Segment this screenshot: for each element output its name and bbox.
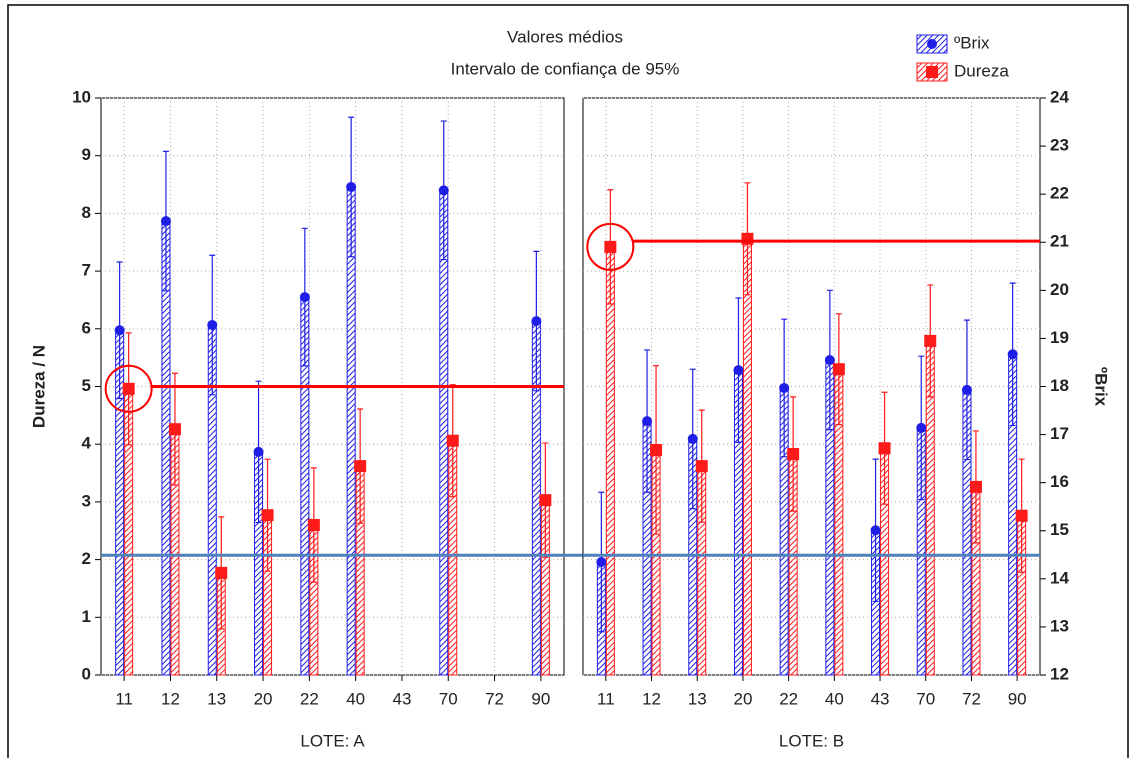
y2-tick-label: 18 xyxy=(1050,376,1069,395)
y2-tick-label: 19 xyxy=(1050,328,1069,347)
x-tick-label: 12 xyxy=(161,689,180,708)
x-tick-label: 43 xyxy=(871,689,890,708)
x-tick-label: 11 xyxy=(597,689,615,708)
point-marker xyxy=(354,460,367,473)
x-tick-label: 13 xyxy=(688,689,707,708)
x-tick-label: 90 xyxy=(531,689,550,708)
y2-tick-label: 22 xyxy=(1050,184,1069,203)
y2-tick-label: 14 xyxy=(1050,568,1069,587)
point-marker xyxy=(787,448,800,461)
y2-tick-label: 17 xyxy=(1050,424,1069,443)
point-marker xyxy=(779,382,790,393)
x-tick-label: 43 xyxy=(392,689,411,708)
point-marker xyxy=(539,494,552,507)
y2-tick-label: 21 xyxy=(1050,232,1069,251)
point-marker xyxy=(596,557,607,568)
legend-label: Dureza xyxy=(954,61,1009,80)
y2-tick-label: 16 xyxy=(1050,472,1069,491)
y-axis-label: Dureza / N xyxy=(29,345,48,428)
point-marker xyxy=(916,422,927,433)
chart-title: Valores médios xyxy=(507,27,623,46)
x-tick-label: 13 xyxy=(207,689,226,708)
bar xyxy=(346,186,356,676)
bar xyxy=(742,238,752,676)
x-tick-label: 40 xyxy=(346,689,365,708)
chart-subtitle: Intervalo de confiança de 95% xyxy=(451,59,680,78)
x-tick-label: 22 xyxy=(779,689,798,708)
point-marker xyxy=(969,480,982,493)
y-tick-label: 1 xyxy=(82,607,91,626)
point-marker xyxy=(114,325,125,336)
legend-label: ºBrix xyxy=(954,33,990,52)
x-tick-label: 70 xyxy=(439,689,458,708)
highlight-circle xyxy=(104,364,153,413)
point-marker xyxy=(1007,349,1018,360)
y-tick-label: 2 xyxy=(82,549,91,568)
point-marker xyxy=(687,433,698,444)
bar xyxy=(605,246,615,676)
y-tick-label: 10 xyxy=(72,87,91,106)
x-tick-label: 40 xyxy=(825,689,844,708)
legend-marker xyxy=(927,39,937,49)
y-tick-label: 9 xyxy=(82,145,91,164)
point-marker xyxy=(924,334,937,347)
y-tick-label: 0 xyxy=(82,664,91,683)
x-axis-label: LOTE: B xyxy=(779,731,844,750)
point-marker xyxy=(122,382,135,395)
y2-tick-label: 24 xyxy=(1050,87,1069,106)
y-tick-label: 6 xyxy=(82,318,91,337)
y2-tick-label: 15 xyxy=(1050,520,1069,539)
outer-frame xyxy=(7,4,1129,758)
y2-tick-label: 12 xyxy=(1050,664,1069,683)
point-marker xyxy=(642,416,653,427)
y2-tick-label: 13 xyxy=(1050,616,1069,635)
x-tick-label: 20 xyxy=(254,689,273,708)
point-marker xyxy=(253,446,264,457)
bar xyxy=(439,189,449,676)
point-marker xyxy=(438,185,449,196)
point-marker xyxy=(604,240,617,253)
y2-tick-label: 23 xyxy=(1050,136,1069,155)
point-marker xyxy=(870,525,881,536)
point-marker xyxy=(733,365,744,376)
y-tick-label: 4 xyxy=(82,434,92,453)
point-marker xyxy=(446,434,459,447)
x-tick-label: 72 xyxy=(962,689,981,708)
legend-marker xyxy=(926,66,938,78)
point-marker xyxy=(307,518,320,531)
point-marker xyxy=(824,355,835,366)
point-marker xyxy=(1015,509,1028,522)
y2-tick-label: 20 xyxy=(1050,280,1069,299)
point-marker xyxy=(160,216,171,227)
y-tick-label: 7 xyxy=(82,261,91,280)
x-tick-label: 70 xyxy=(916,689,935,708)
x-tick-label: 11 xyxy=(115,689,133,708)
point-marker xyxy=(650,443,663,456)
point-marker xyxy=(961,384,972,395)
x-tick-label: 90 xyxy=(1008,689,1027,708)
point-marker xyxy=(168,423,181,436)
y-tick-label: 5 xyxy=(82,376,91,395)
x-tick-label: 12 xyxy=(642,689,661,708)
point-marker xyxy=(741,232,754,245)
point-marker xyxy=(299,292,310,303)
point-marker xyxy=(215,566,228,579)
x-tick-label: 20 xyxy=(733,689,752,708)
point-marker xyxy=(695,460,708,473)
y2-axis-label: ºBrix xyxy=(1092,367,1111,407)
x-axis-label: LOTE: A xyxy=(300,731,365,750)
y-tick-label: 3 xyxy=(82,491,91,510)
point-marker xyxy=(531,316,542,327)
x-tick-label: 22 xyxy=(300,689,319,708)
highlight-circle xyxy=(586,222,635,271)
point-marker xyxy=(346,181,357,192)
point-marker xyxy=(261,509,274,522)
point-marker xyxy=(207,319,218,330)
point-marker xyxy=(878,442,891,455)
y-tick-label: 8 xyxy=(82,203,91,222)
x-tick-label: 72 xyxy=(485,689,504,708)
point-marker xyxy=(832,363,845,376)
